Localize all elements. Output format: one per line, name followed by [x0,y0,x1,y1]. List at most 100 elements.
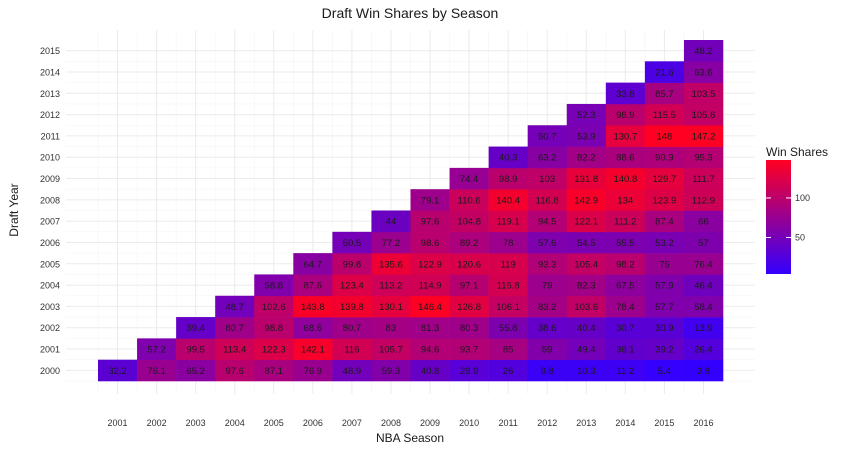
heatmap-cell [605,317,646,339]
cell-value-label: 80.7 [343,323,362,334]
cell-value-label: 44 [386,217,397,228]
heatmap-cell [566,189,607,211]
heatmap-cell [410,274,450,297]
heatmap-cell [566,146,607,169]
cell-value-label: 94.5 [538,217,557,228]
heatmap-cell [332,231,372,254]
y-tick-label: 2007 [40,217,60,227]
heatmap-cell [254,295,294,318]
cell-value-label: 21.6 [655,67,674,78]
x-tick-label: 2013 [576,418,596,428]
heatmap-cell [644,167,685,190]
cell-value-label: 49.4 [577,345,596,356]
cell-value-label: 130.7 [613,131,637,142]
y-tick-label: 2001 [40,345,60,355]
heatmap-cell [254,317,294,339]
heatmap-cell [566,317,607,339]
cell-value-label: 36.1 [616,345,635,356]
heatmap-cell [644,338,685,360]
heatmap-cell [605,82,646,105]
cell-value-label: 63.6 [694,67,713,78]
heatmap-cell [449,167,489,190]
cell-value-label: 40.4 [577,323,596,334]
x-tick-label: 2011 [498,418,517,428]
heatmap-cell [683,253,724,275]
heatmap-cell [410,253,450,275]
cell-value-label: 50.5 [343,238,362,249]
heatmap-cell [605,253,646,275]
cell-value-label: 59 [542,345,553,356]
cell-value-label: 119.1 [497,217,520,228]
heatmap-cell [683,125,724,147]
heatmap-cell [449,189,489,211]
heatmap-cell [254,274,294,297]
heatmap-cell [215,338,255,360]
heatmap-cell [644,317,685,339]
cell-value-label: 76.9 [304,366,323,377]
heatmap-cell [683,146,724,169]
cell-value-label: 48.2 [694,46,713,57]
cell-value-label: 53.2 [655,238,674,249]
heatmap-cell [566,359,607,382]
cell-value-label: 90.9 [655,153,674,164]
cell-value-label: 122.3 [262,345,286,356]
cell-value-label: 54.5 [577,238,596,249]
cell-value-label: 80.7 [225,323,244,334]
x-tick-label: 2007 [342,418,362,428]
heatmap-cell [566,338,607,360]
cell-value-label: 57.2 [147,345,166,356]
cell-value-label: 135.6 [379,259,403,270]
y-tick-label: 2003 [40,302,60,312]
cell-value-label: 103.5 [692,89,716,100]
heatmap-cell [683,82,724,105]
cell-value-label: 67.5 [616,281,635,292]
y-tick-label: 2000 [40,366,60,376]
cell-value-label: 26 [503,366,514,377]
heatmap-cell [683,338,724,360]
x-axis-title: NBA Season [376,431,444,445]
cell-value-label: 147.2 [692,131,716,142]
cell-value-label: 85.7 [655,89,674,100]
cell-value-label: 105.4 [574,259,598,270]
heatmap-cell [215,359,255,382]
cell-value-label: 113.2 [379,281,402,292]
heatmap-cell [683,359,724,382]
cell-value-label: 39.2 [655,345,674,356]
chart-title: Draft Win Shares by Season [322,5,499,21]
heatmap-cell [644,146,685,169]
heatmap-cell [449,338,489,360]
cell-value-label: 9.8 [541,366,554,377]
cell-value-label: 38.6 [538,323,557,334]
y-tick-label: 2002 [40,323,60,333]
cell-value-label: 40.3 [499,153,518,164]
heatmap-cell [644,274,685,297]
heatmap-cell [332,253,372,275]
cell-value-label: 140.8 [613,174,637,185]
cell-value-label: 48.9 [343,366,362,377]
cell-value-label: 129.7 [653,174,677,185]
cell-value-label: 10.3 [577,366,596,377]
cell-value-label: 119 [501,259,516,270]
heatmap-cell [449,317,489,339]
cell-value-label: 58.4 [694,302,713,313]
cell-value-label: 83 [386,323,397,334]
cell-value-label: 87.4 [655,217,674,228]
heatmap-cell [215,317,255,339]
heatmap-cell [605,274,646,297]
heatmap-cell [488,231,528,254]
cell-value-label: 98.8 [265,323,284,334]
cell-value-label: 131.8 [574,174,598,185]
heatmap-cell [488,317,528,339]
heatmap-cell [410,317,450,339]
heatmap-cell [527,125,568,147]
heatmap-cell [605,146,646,169]
x-tick-label: 2006 [303,418,323,428]
cell-value-label: 52.3 [577,110,596,121]
cell-value-label: 79.1 [421,195,440,206]
heatmap-cell [605,231,646,254]
cell-value-label: 122.9 [418,259,442,270]
cell-value-label: 130.1 [379,302,403,313]
heatmap-cell [683,231,724,254]
heatmap-cell [293,359,333,382]
color-legend: Win Shares 50 100 [766,145,828,274]
